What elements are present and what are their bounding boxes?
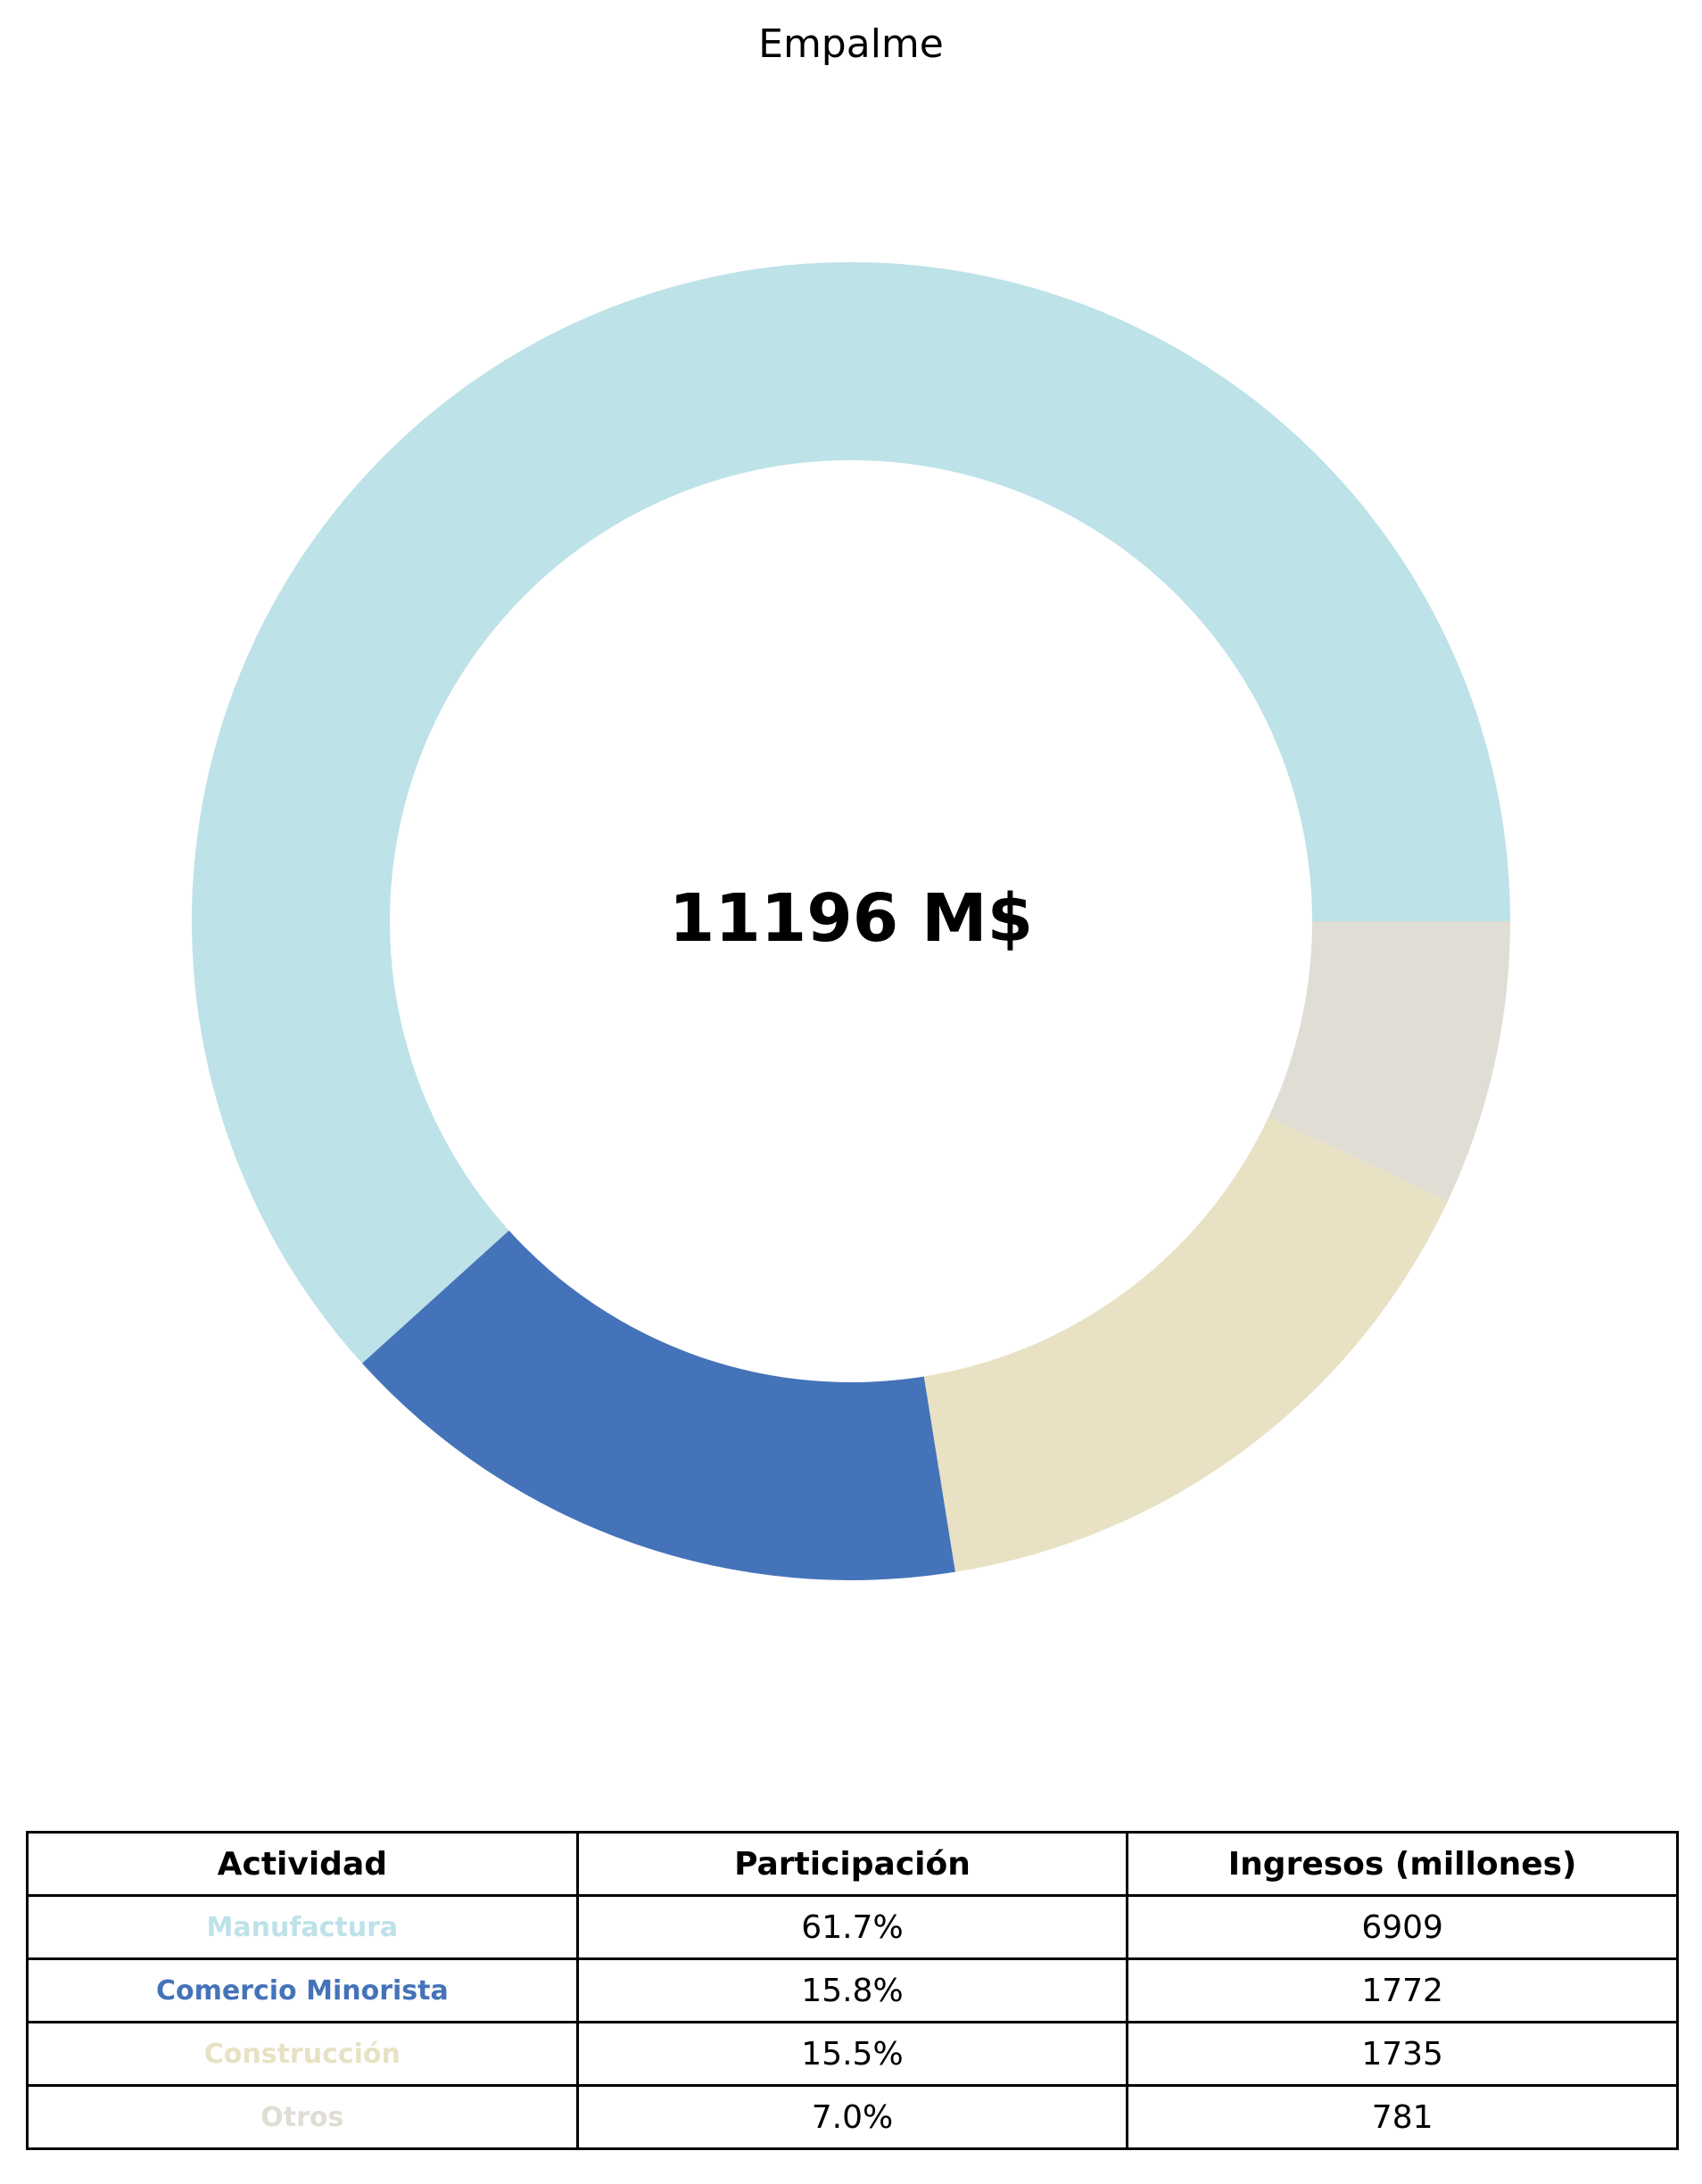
table-cell-value: 1772 xyxy=(1126,1957,1679,2023)
data-table: Actividad Participación Ingresos (millon… xyxy=(26,1831,1679,2150)
table-row: Otros 7.0% 781 xyxy=(26,2084,1679,2150)
center-total-label: 11196 M$ xyxy=(668,880,1034,957)
table-cell-value: 6909 xyxy=(1126,1894,1679,1960)
table-cell-value: 1735 xyxy=(1126,2021,1679,2087)
header-participacion: Participación xyxy=(575,1831,1129,1897)
donut-slice-comercio-minorista xyxy=(361,1230,955,1580)
table-header-row: Actividad Participación Ingresos (millon… xyxy=(26,1831,1679,1897)
donut-slice-manufactura xyxy=(191,262,1510,1364)
header-ingresos: Ingresos (millones) xyxy=(1126,1831,1679,1897)
donut-chart xyxy=(191,262,1510,1580)
table-cell-category: Construcción xyxy=(26,2021,579,2087)
chart-title: Empalme xyxy=(758,21,944,67)
table-cell-category: Comercio Minorista xyxy=(26,1957,579,2023)
donut-slice-construcci-n xyxy=(923,1117,1449,1572)
table-cell-percent: 7.0% xyxy=(575,2084,1129,2150)
table-cell-value: 781 xyxy=(1126,2084,1679,2150)
table-cell-percent: 15.8% xyxy=(575,1957,1129,2023)
table-cell-category: Manufactura xyxy=(26,1894,579,1960)
table-cell-percent: 15.5% xyxy=(575,2021,1129,2087)
table-cell-percent: 61.7% xyxy=(575,1894,1129,1960)
table-cell-category: Otros xyxy=(26,2084,579,2150)
header-actividad: Actividad xyxy=(26,1831,579,1897)
table-row: Manufactura 61.7% 6909 xyxy=(26,1894,1679,1960)
table-row: Construcción 15.5% 1735 xyxy=(26,2021,1679,2087)
donut-slice-otros xyxy=(1268,921,1510,1201)
table-row: Comercio Minorista 15.8% 1772 xyxy=(26,1957,1679,2023)
